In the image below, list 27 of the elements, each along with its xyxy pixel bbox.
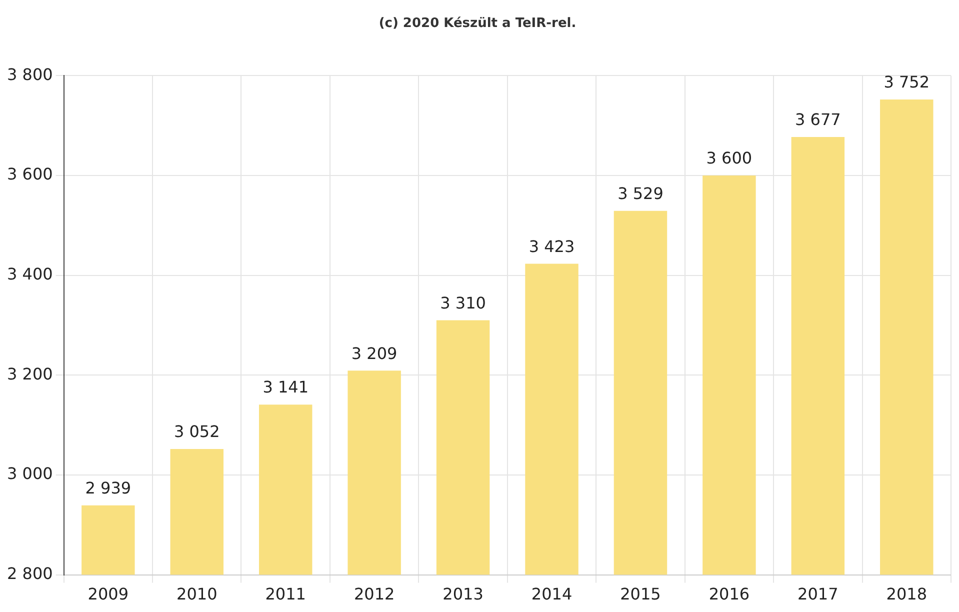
chart-title: (c) 2020 Készült a TeIR-rel. xyxy=(378,16,576,32)
data-label: 3 600 xyxy=(706,148,752,168)
x-tick-label: 2014 xyxy=(531,584,572,604)
y-tick-label: 3 400 xyxy=(6,264,53,284)
x-tick-label: 2012 xyxy=(354,584,395,604)
data-label: 3 310 xyxy=(440,293,486,312)
data-label: 2 939 xyxy=(85,478,132,498)
data-label: 3 052 xyxy=(174,422,220,442)
data-label: 3 209 xyxy=(351,344,398,363)
x-tick-label: 2009 xyxy=(88,584,129,604)
x-tick-label: 2017 xyxy=(798,584,838,604)
data-label: 3 677 xyxy=(795,110,841,130)
x-tick-label: 2016 xyxy=(708,584,750,604)
data-label: 3 141 xyxy=(262,378,309,397)
data-label: 3 423 xyxy=(528,236,575,256)
x-tick-label: 2015 xyxy=(620,584,661,604)
x-tick-label: 2010 xyxy=(176,584,218,604)
data-label: 3 752 xyxy=(884,72,930,92)
data-label: 3 529 xyxy=(618,184,664,204)
x-tick-label: 2011 xyxy=(265,584,306,604)
y-tick-label: 3 200 xyxy=(6,364,53,384)
y-tick-label: 2 800 xyxy=(6,564,53,583)
y-tick-label: 3 800 xyxy=(6,64,53,84)
y-tick-label: 3 600 xyxy=(6,164,53,184)
y-tick-label: 3 000 xyxy=(6,464,53,484)
x-tick-label: 2018 xyxy=(886,584,927,604)
x-tick-label: 2013 xyxy=(442,584,484,604)
